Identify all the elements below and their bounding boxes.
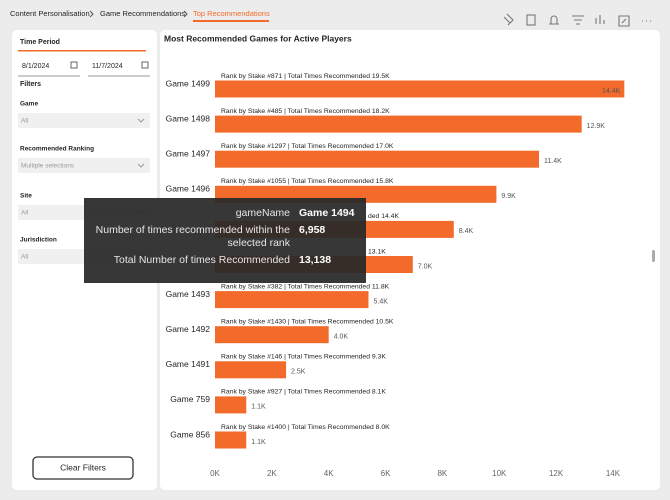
- bar-annotation: Rank by Stake #485 | Total Times Recomme…: [221, 108, 390, 115]
- filters-title: Filters: [20, 81, 41, 88]
- x-tick-label: 2K: [267, 469, 277, 478]
- data-label: 4.0K: [334, 334, 349, 341]
- tooltip: gameName Game 1494 Number of times recomme…: [84, 198, 366, 283]
- data-label: 2.5K: [291, 369, 306, 376]
- dropdown-chevron[interactable]: [137, 163, 145, 168]
- chart-title: Most Recommended Games for Active Player…: [164, 33, 352, 43]
- chevron: [183, 10, 188, 18]
- dropdown-chevron[interactable]: [137, 118, 145, 123]
- dropdown[interactable]: [18, 113, 150, 128]
- filter-label: Site: [20, 193, 32, 200]
- tooltip-label: Number of times recommended within the s…: [95, 224, 290, 249]
- scrollbar[interactable]: [652, 250, 655, 262]
- y-tick-label: Game 1499: [166, 78, 211, 88]
- bar: [215, 361, 287, 379]
- dropdown-value[interactable]: All: [21, 118, 29, 125]
- x-tick-label: 6K: [381, 469, 391, 478]
- filter-label: Game: [20, 101, 38, 108]
- filter-label: Jurisdiction: [20, 237, 57, 244]
- y-tick-label: Game 856: [170, 429, 210, 439]
- x-tick-label: 8K: [437, 469, 447, 478]
- bar-annotation: Rank by Stake #146 | Total Times Recomme…: [221, 354, 386, 361]
- data-label: 9.9K: [501, 193, 516, 200]
- calendar-icon[interactable]: [70, 61, 78, 69]
- focus-icon[interactable]: [595, 15, 605, 24]
- filter-icon[interactable]: [572, 15, 584, 25]
- x-tick-label: 0K: [210, 469, 220, 478]
- bar-annotation: Rank by Stake #1055 | Total Times Recomm…: [221, 178, 394, 185]
- breadcrumb: Content Personalisation Game Recommendat…: [10, 9, 270, 22]
- y-tick-label: Game 1492: [166, 324, 211, 334]
- bar-annotation: Rank by Stake #382 | Total Times Recomme…: [221, 283, 390, 290]
- clear-filters-button[interactable]: [32, 456, 134, 480]
- bar-annotation: Rank by Stake #1430 | Total Times Recomm…: [221, 318, 394, 325]
- x-tick-label: 4K: [324, 469, 334, 478]
- y-tick-label: Game 1493: [166, 289, 211, 299]
- breadcrumb-item[interactable]: Game Recommendations: [100, 9, 185, 18]
- y-tick-label: Game 1497: [166, 148, 211, 158]
- dropdown-value[interactable]: All: [21, 254, 29, 261]
- x-tick-label: 10K: [492, 469, 507, 478]
- data-label: 11.4K: [544, 158, 562, 165]
- date-start[interactable]: 8/1/2024: [22, 63, 49, 70]
- bar: [215, 115, 582, 133]
- bar: [215, 80, 625, 98]
- y-tick-label: Game 1498: [166, 113, 211, 123]
- pin-icon[interactable]: [503, 13, 514, 26]
- y-tick-label: Game 1496: [166, 184, 211, 194]
- bar-annotation: Rank by Stake #1297 | Total Times Recomm…: [221, 143, 394, 150]
- alert-icon[interactable]: [549, 15, 559, 25]
- tooltip-row: Number of times recommended within the s…: [92, 224, 358, 250]
- bar: [215, 431, 247, 449]
- bar: [215, 150, 540, 168]
- active-underline: [193, 20, 269, 22]
- data-label: 1.1K: [251, 404, 266, 411]
- bar-annotation: Rank by Stake #1400 | Total Times Recomm…: [221, 424, 390, 431]
- dropdown-value[interactable]: All: [21, 210, 29, 217]
- clear-filters-label[interactable]: Clear Filters: [60, 462, 106, 472]
- bar-annotation: 13.1K: [368, 248, 386, 255]
- section-underline: [18, 50, 146, 52]
- bar-annotation: Rank by Stake #927 | Total Times Recomme…: [221, 389, 386, 396]
- tooltip-row: gameName Game 1494: [92, 207, 358, 220]
- expand-icon[interactable]: [618, 15, 630, 27]
- x-tick-label: 14K: [606, 469, 621, 478]
- section-title: Time Period: [20, 39, 60, 46]
- breadcrumb-item[interactable]: Content Personalisation: [10, 9, 90, 18]
- filter-content: Time Period 8/1/2024 11/7/2024 Filters C…: [18, 39, 150, 480]
- data-label: 1.1K: [251, 439, 266, 446]
- chevron: [89, 10, 94, 18]
- copy-icon[interactable]: [526, 14, 536, 26]
- data-label: 5.4K: [373, 298, 388, 305]
- tooltip-row: Total Number of times Recommended 13,138: [92, 254, 358, 267]
- bar: [215, 326, 329, 344]
- date-end[interactable]: 11/7/2024: [92, 63, 123, 70]
- bar: [215, 396, 247, 414]
- tooltip-label: Total Number of times Recommended: [113, 254, 290, 266]
- y-tick-label: Game 1491: [166, 359, 211, 369]
- breadcrumb-active[interactable]: Top Recommendations: [193, 9, 270, 18]
- data-label: 14.4K: [602, 88, 621, 95]
- y-tick-label: Game 759: [170, 394, 210, 404]
- tooltip-value: Game 1494: [299, 207, 355, 219]
- bar-annotation: Rank by Stake #871 | Total Times Recomme…: [221, 73, 390, 80]
- filter-label: Recommended Ranking: [20, 146, 94, 153]
- dropdown[interactable]: [18, 158, 150, 173]
- bar-annotation: ded 14.4K: [368, 213, 399, 220]
- bar: [215, 291, 369, 309]
- calendar-icon[interactable]: [141, 61, 149, 69]
- tooltip-value: 13,138: [299, 254, 332, 266]
- data-label: 8.4K: [459, 228, 474, 235]
- x-tick-label: 12K: [549, 469, 564, 478]
- tooltip-label: gameName: [235, 207, 290, 219]
- data-label: 12.9K: [587, 123, 606, 130]
- visual-toolbar: [503, 13, 651, 27]
- dropdown-value[interactable]: Multiple selections: [21, 163, 75, 170]
- data-label: 7.0K: [418, 263, 433, 270]
- tooltip-value: 6,958: [299, 224, 326, 236]
